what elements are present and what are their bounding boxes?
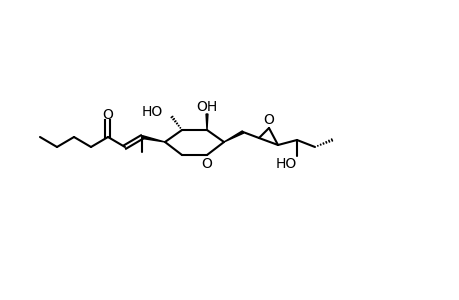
Text: HO: HO (275, 157, 297, 171)
Text: OH: OH (196, 100, 217, 114)
Polygon shape (206, 114, 207, 130)
Polygon shape (224, 131, 243, 142)
Text: O: O (102, 108, 113, 122)
Polygon shape (141, 136, 165, 142)
Text: O: O (201, 157, 212, 171)
Text: O: O (263, 113, 274, 127)
Text: HO: HO (141, 105, 162, 119)
